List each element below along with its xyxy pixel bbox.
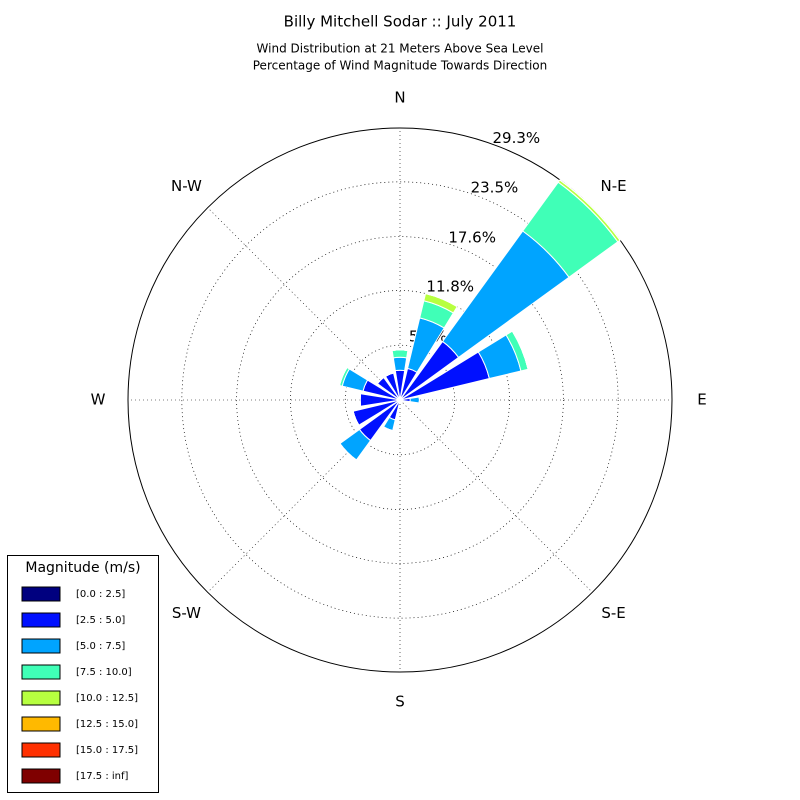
wedge	[339, 367, 348, 386]
r-tick-label: 17.6%	[448, 228, 496, 246]
outer-ring	[127, 127, 673, 673]
wedge	[391, 349, 409, 359]
grid-ring	[236, 236, 564, 564]
legend-label: [2.5 : 5.0]	[76, 615, 125, 626]
wedge	[377, 377, 384, 384]
wedge	[409, 396, 420, 404]
legend-swatch	[21, 716, 61, 732]
chart-subtitle: Percentage of Wind Magnitude Towards Dir…	[253, 59, 547, 73]
chart-title: Billy Mitchell Sodar :: July 2011	[284, 13, 517, 31]
direction-label: S	[395, 693, 405, 711]
legend-label: [10.0 : 12.5]	[76, 693, 138, 704]
direction-label: N-W	[171, 177, 202, 195]
grid-ring	[290, 290, 510, 510]
legend-swatch	[21, 664, 61, 680]
direction-label: S-E	[601, 604, 625, 622]
direction-label: N-E	[600, 177, 626, 195]
wedge	[559, 179, 621, 241]
legend-title: Magnitude (m/s)	[25, 560, 140, 576]
legend-label: [15.0 : 17.5]	[76, 745, 138, 756]
r-tick-label: 29.3%	[492, 129, 540, 147]
legend-swatch	[21, 742, 61, 758]
legend-label: [12.5 : 15.0]	[76, 719, 138, 730]
wedge	[339, 443, 357, 461]
legend-swatch	[21, 690, 61, 706]
radial-grid	[207, 399, 401, 593]
r-tick-label: 23.5%	[471, 178, 519, 196]
legend-swatch	[21, 638, 61, 654]
r-tick-label: 11.8%	[426, 278, 474, 296]
wedge	[402, 397, 411, 403]
legend-swatch	[21, 768, 61, 784]
legend-label: [5.0 : 7.5]	[76, 641, 125, 652]
direction-label: W	[91, 391, 106, 409]
chart-subtitle: Wind Distribution at 21 Meters Above Sea…	[257, 42, 544, 56]
radial-grid	[207, 207, 401, 401]
grid-ring	[181, 181, 619, 619]
legend-label: [7.5 : 10.0]	[76, 667, 132, 678]
radial-grid	[399, 399, 593, 593]
wedge	[392, 349, 408, 351]
legend-label: [17.5 : inf]	[76, 771, 129, 782]
legend-swatch	[21, 612, 61, 628]
direction-label: N	[394, 89, 405, 107]
wedge	[392, 356, 408, 372]
legend-label: [0.0 : 2.5]	[76, 589, 125, 600]
legend-swatch	[21, 586, 61, 602]
direction-label: E	[697, 391, 706, 409]
grid-ring	[344, 344, 456, 456]
direction-label: S-W	[172, 604, 201, 622]
